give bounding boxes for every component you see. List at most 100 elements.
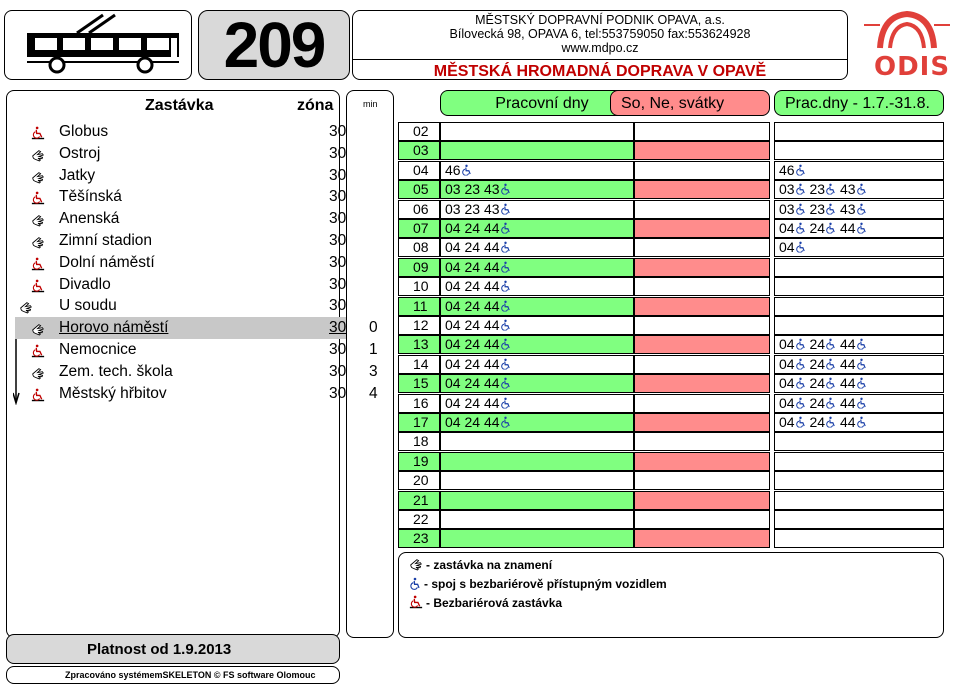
hour-row: 14 04 24 44 04 24 44: [398, 354, 944, 374]
departure-minute: 44: [483, 317, 500, 333]
departure-minute: 04: [779, 375, 795, 392]
departures-workdays: 04 24 44: [440, 257, 634, 277]
departures-workdays: 03 23 43: [440, 199, 634, 219]
accessible-marker: [795, 239, 806, 255]
departures-workdays: 46: [440, 160, 634, 180]
accessible-marker: [825, 414, 836, 430]
departure-minute: 04: [445, 414, 461, 430]
accessible-marker: [500, 220, 511, 236]
departures-summer: 04 24 44: [774, 354, 944, 374]
hour-row: 13 04 24 44 04 24 44: [398, 335, 944, 355]
on-request-icon: [31, 235, 45, 249]
legend-text: - spoj s bezbariérově přístupným vozidle…: [424, 577, 667, 591]
stop-name: Nemocnice: [59, 341, 137, 358]
accessible-marker: [856, 414, 867, 430]
accessible-vehicle-icon: [856, 222, 867, 234]
hour-cell: 04: [398, 160, 440, 180]
departure-minute: 23: [809, 200, 826, 217]
departures-weekend: [634, 296, 770, 316]
accessible-vehicle-icon: [825, 377, 836, 389]
stop-row: Anenská 30: [27, 208, 347, 230]
stop-zone: 30: [329, 123, 347, 140]
departure-minute: 44: [839, 414, 856, 430]
stop-minutes: 4: [369, 384, 378, 402]
departure-minute: 04: [445, 375, 461, 392]
departure-minute: 04: [445, 336, 461, 353]
departure-minute: 04: [445, 239, 461, 256]
hour-row: 04 46 46: [398, 160, 944, 180]
stop-zone: 30: [329, 253, 347, 271]
departure-minute: 44: [483, 414, 500, 430]
stop-icons: [31, 143, 57, 165]
departure-minute: 44: [483, 394, 500, 411]
stop-name: Anenská: [59, 210, 120, 228]
departures-workdays: 04 24 44: [440, 413, 634, 432]
hour-row: 19: [398, 451, 944, 471]
accessible-vehicle-icon: [795, 416, 806, 428]
departure-minute: 44: [839, 355, 856, 372]
departures-weekend: [634, 510, 770, 529]
departures-weekend: [634, 122, 770, 141]
departure-minute: 03: [445, 200, 461, 217]
departures-workdays: 04 24 44: [440, 354, 634, 374]
departures-summer: [774, 296, 944, 316]
departure-minute: 03: [779, 200, 795, 217]
accessible-marker: [500, 375, 511, 391]
departures-weekend: [634, 316, 770, 335]
departure-minute: 24: [464, 317, 481, 333]
stop-row: Dolní náměstí 30: [27, 252, 347, 274]
accessible-vehicle-icon: [825, 183, 836, 195]
stop-zone: 30: [329, 384, 347, 402]
stop-column-header: Zastávka: [145, 97, 214, 114]
accessible-marker: [825, 220, 836, 236]
stop-row: Nemocnice 30: [27, 339, 347, 361]
departure-minute: 04: [445, 317, 461, 333]
hour-cell: 19: [398, 451, 440, 471]
accessible-marker: [795, 414, 806, 430]
company-website[interactable]: www.mdpo.cz: [561, 41, 639, 55]
accessible-marker: [825, 336, 836, 352]
accessible-vehicle-icon: [795, 241, 806, 253]
stop-zone: 30: [329, 319, 347, 337]
accessible-marker: [500, 259, 511, 275]
stop-name: Těšínská: [59, 188, 122, 206]
hour-cell: 10: [398, 277, 440, 297]
departure-minute: 44: [839, 375, 856, 392]
departure-minute: 04: [779, 394, 795, 411]
departures-workdays: [440, 490, 634, 510]
stop-name: Městský hřbitov: [59, 384, 167, 402]
validity-note: Platnost od 1.9.2013: [6, 634, 340, 664]
hour-row: 22: [398, 510, 944, 529]
hour-cell: 05: [398, 180, 440, 200]
departures-weekend: [634, 529, 770, 549]
barrier-free-stop-icon: [409, 595, 423, 609]
hour-cell: 18: [398, 432, 440, 452]
minutes-panel: min 0 1 3 4: [346, 90, 394, 638]
departure-minute: 04: [445, 258, 461, 275]
departure-minute: 04: [445, 297, 461, 314]
accessible-marker: [500, 317, 511, 333]
departures-summer: [774, 490, 944, 510]
accessible-marker: [856, 201, 867, 217]
barrier-free-stop-icon: [31, 191, 45, 205]
departures-summer: [774, 277, 944, 297]
accessible-marker: [500, 336, 511, 352]
stop-minutes: 1: [369, 341, 378, 358]
route-number: 209: [198, 9, 350, 81]
accessible-marker: [795, 181, 806, 197]
accessible-vehicle-icon: [461, 164, 472, 176]
stop-row: Ostroj 30: [27, 143, 347, 165]
departure-minute: 24: [464, 375, 481, 392]
accessible-marker: [795, 162, 806, 178]
hour-row: 12 04 24 44: [398, 316, 944, 335]
hour-cell: 21: [398, 490, 440, 510]
accessible-marker: [825, 395, 836, 411]
stop-zone: 30: [329, 275, 347, 293]
accessible-marker: [500, 181, 511, 197]
departure-minute: 44: [839, 220, 856, 236]
departure-minute: 04: [779, 414, 795, 430]
accessible-marker: [856, 336, 867, 352]
hour-row: 07 04 24 44 04 24 44: [398, 219, 944, 238]
departure-minute: 43: [483, 181, 500, 198]
stop-row: Městský hřbitov 30: [27, 383, 347, 405]
